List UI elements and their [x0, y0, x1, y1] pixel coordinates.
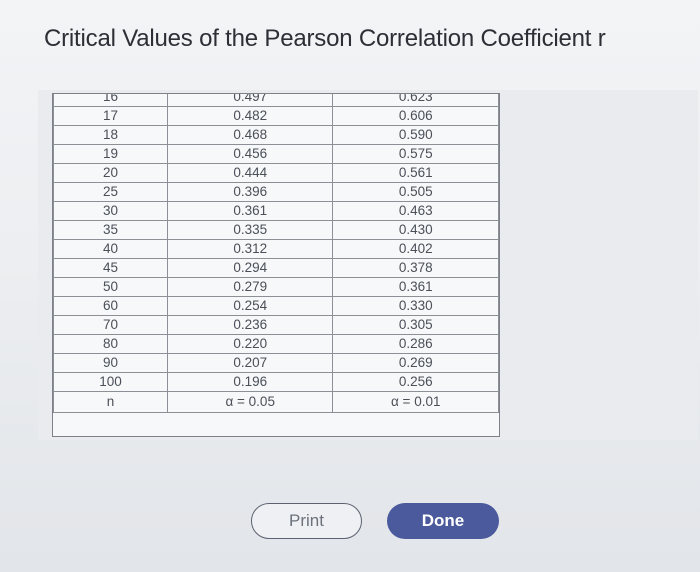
cell-alpha-001: 0.575 [332, 144, 499, 164]
print-button[interactable]: Print [251, 503, 362, 539]
table-row: 30 0.361 0.463 [53, 201, 499, 221]
table-footer-row: n α = 0.05 α = 0.01 [53, 391, 499, 413]
cell-alpha-001: 0.330 [332, 296, 499, 316]
table-row: 60 0.254 0.330 [53, 296, 499, 316]
cell-alpha-005: 0.236 [166, 315, 334, 335]
cell-alpha-001: 0.463 [332, 201, 499, 221]
table-row: 25 0.396 0.505 [53, 182, 499, 202]
cell-n: 18 [53, 125, 168, 145]
cell-n: 17 [53, 106, 168, 126]
cell-alpha-005: 0.361 [166, 201, 334, 221]
cell-alpha-001: 0.590 [332, 125, 499, 145]
cell-alpha-001: 0.305 [332, 315, 499, 335]
table-row: 19 0.456 0.575 [53, 144, 499, 164]
critical-values-table-scroll[interactable]: 16 0.497 0.623 17 0.482 0.606 18 0.468 0.590 19 0.… [52, 93, 500, 437]
dialog-title: Critical Values of the Pearson Correlati… [44, 25, 606, 52]
cell-alpha-005: 0.335 [166, 220, 334, 240]
done-button[interactable]: Done [387, 503, 499, 539]
cell-alpha-001: 0.256 [332, 372, 499, 392]
table-row: 40 0.312 0.402 [53, 239, 499, 259]
cell-n: 100 [53, 372, 168, 392]
cell-n: 30 [53, 201, 168, 221]
cell-n: 20 [53, 163, 168, 183]
cell-n: 16 [53, 94, 168, 107]
cell-alpha-001: 0.269 [332, 353, 499, 373]
cell-alpha-001: 0.505 [332, 182, 499, 202]
cell-n: 45 [53, 258, 168, 278]
cell-n: 35 [53, 220, 168, 240]
cell-alpha-005: 0.312 [166, 239, 334, 259]
cell-n: 50 [53, 277, 168, 297]
cell-alpha-001: 0.361 [332, 277, 499, 297]
cell-n: 25 [53, 182, 168, 202]
cell-alpha-005: 0.220 [166, 334, 334, 354]
critical-values-table: 16 0.497 0.623 17 0.482 0.606 18 0.468 0.590 19 0.… [53, 94, 499, 413]
cell-alpha-005: 0.196 [166, 372, 334, 392]
table-row: 80 0.220 0.286 [53, 334, 499, 354]
table-row: 16 0.497 0.623 [53, 94, 499, 107]
cell-alpha-001: 0.606 [332, 106, 499, 126]
table-row: 45 0.294 0.378 [53, 258, 499, 278]
cell-alpha-005: 0.396 [166, 182, 334, 202]
cell-alpha-005: 0.497 [166, 94, 334, 107]
cell-n: 60 [53, 296, 168, 316]
cell-n: 70 [53, 315, 168, 335]
cell-alpha-001: 0.378 [332, 258, 499, 278]
cell-alpha-005: 0.294 [166, 258, 334, 278]
cell-n: 19 [53, 144, 168, 164]
cell-n: 40 [53, 239, 168, 259]
cell-alpha-005: 0.456 [166, 144, 334, 164]
table-row: 50 0.279 0.361 [53, 277, 499, 297]
cell-alpha-005: 0.279 [166, 277, 334, 297]
table-row: 18 0.468 0.590 [53, 125, 499, 145]
table-row: 90 0.207 0.269 [53, 353, 499, 373]
cell-alpha-005: 0.482 [166, 106, 334, 126]
table-row: 100 0.196 0.256 [53, 372, 499, 392]
footer-alpha-005-label: α = 0.05 [166, 391, 334, 413]
cell-n: 80 [53, 334, 168, 354]
cell-alpha-005: 0.468 [166, 125, 334, 145]
table-row: 20 0.444 0.561 [53, 163, 499, 183]
cell-alpha-005: 0.444 [166, 163, 334, 183]
table-body: 16 0.497 0.623 17 0.482 0.606 18 0.468 0.590 19 0.… [53, 94, 499, 413]
cell-alpha-005: 0.207 [166, 353, 334, 373]
cell-alpha-001: 0.561 [332, 163, 499, 183]
footer-n-label: n [53, 391, 168, 413]
cell-alpha-005: 0.254 [166, 296, 334, 316]
cell-alpha-001: 0.402 [332, 239, 499, 259]
cell-alpha-001: 0.286 [332, 334, 499, 354]
cell-n: 90 [53, 353, 168, 373]
table-row: 70 0.236 0.305 [53, 315, 499, 335]
footer-alpha-001-label: α = 0.01 [332, 391, 499, 413]
cell-alpha-001: 0.430 [332, 220, 499, 240]
table-row: 35 0.335 0.430 [53, 220, 499, 240]
cell-alpha-001: 0.623 [332, 94, 499, 107]
table-row: 17 0.482 0.606 [53, 106, 499, 126]
